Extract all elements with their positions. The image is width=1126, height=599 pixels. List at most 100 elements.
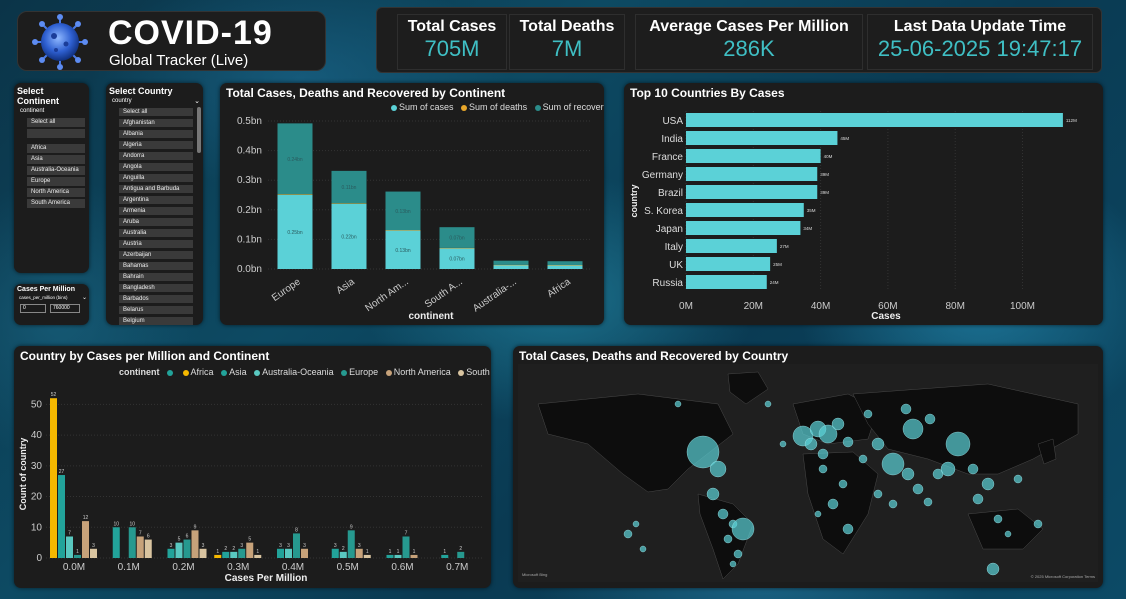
land-shape bbox=[1037, 438, 1057, 465]
kpi-label: Total Deaths bbox=[519, 18, 615, 35]
x-tick-label: 0.5M bbox=[337, 562, 359, 573]
y-tick-label: 50 bbox=[31, 399, 43, 410]
chevron-down-icon[interactable]: ⌄ bbox=[194, 98, 200, 105]
bar-australia-oceania bbox=[175, 542, 183, 558]
legend-label: Sum of cases bbox=[399, 102, 454, 112]
country-option[interactable]: Anguilla bbox=[119, 174, 193, 182]
data-label: 2 bbox=[224, 546, 227, 552]
x-tick-label: 100M bbox=[1010, 301, 1035, 312]
world-map[interactable] bbox=[518, 364, 1098, 582]
kpi-bar: Total Cases 705M Total Deaths 7M Average… bbox=[376, 7, 1102, 73]
data-label: 39M bbox=[820, 190, 829, 195]
slicer-title: Cases Per Million bbox=[17, 286, 75, 293]
kpi-total-deaths: Total Deaths 7M bbox=[509, 14, 625, 70]
data-label: 0.22bn bbox=[341, 234, 357, 240]
chevron-down-icon[interactable]: ⌄ bbox=[82, 295, 88, 301]
bar-north-america bbox=[136, 536, 144, 558]
country-bubble bbox=[842, 523, 854, 535]
data-label: 1 bbox=[389, 549, 392, 555]
country-option[interactable]: Select all bbox=[119, 108, 193, 116]
country-option[interactable]: Armenia bbox=[119, 207, 193, 215]
country-option[interactable]: Argentina bbox=[119, 196, 193, 204]
country-option[interactable]: Afghanistan bbox=[119, 119, 193, 127]
country-option[interactable]: Bahrain bbox=[119, 273, 193, 281]
y-tick-label: 10 bbox=[31, 522, 43, 533]
scrollbar[interactable] bbox=[197, 107, 201, 153]
y-tick-label: Russia bbox=[652, 278, 683, 289]
slicer-dropdown[interactable]: country ⌄ bbox=[112, 98, 200, 105]
bar-europe bbox=[183, 539, 191, 558]
country-bubble bbox=[729, 560, 737, 568]
country-bubble bbox=[838, 479, 848, 489]
legend-dot bbox=[458, 369, 465, 376]
bar-sum-of-cases bbox=[547, 265, 583, 269]
y-tick-label: India bbox=[661, 134, 683, 145]
continent-option[interactable]: North America bbox=[27, 188, 85, 197]
country-option[interactable]: Andorra bbox=[119, 152, 193, 160]
country-bubble bbox=[827, 498, 839, 510]
land-shape bbox=[967, 508, 1044, 550]
bar-south-america bbox=[254, 554, 262, 558]
range-max-input[interactable]: 760000 bbox=[50, 304, 80, 313]
bar-europe bbox=[457, 551, 465, 558]
bar-africa bbox=[50, 398, 57, 558]
x-tick-label: Asia bbox=[334, 276, 357, 296]
slicer-title: Select Country bbox=[109, 86, 173, 96]
y-tick-label: France bbox=[652, 152, 684, 163]
country-option[interactable]: Bangladesh bbox=[119, 284, 193, 292]
legend-dot bbox=[182, 369, 189, 376]
country-bubble bbox=[924, 413, 936, 425]
land-shape bbox=[802, 451, 879, 555]
data-label: 2 bbox=[459, 546, 462, 552]
top-countries-bar-chart: 0M 20M 40M 60M 80M 100M USA 112M India 45M France 4… bbox=[629, 111, 1077, 322]
data-label: 5 bbox=[248, 537, 251, 543]
bar-europe bbox=[347, 530, 355, 558]
bar-north-america bbox=[191, 530, 199, 558]
country-option[interactable]: Australia bbox=[119, 229, 193, 237]
data-label: 2 bbox=[342, 546, 345, 552]
country-option[interactable]: Angola bbox=[119, 163, 193, 171]
country-bubble bbox=[1004, 530, 1012, 538]
continent-option[interactable]: Australia-Oceania bbox=[27, 166, 85, 175]
continent-option[interactable]: Asia bbox=[27, 155, 85, 164]
country-option[interactable]: Albania bbox=[119, 130, 193, 138]
y-tick-label: Brazil bbox=[658, 188, 683, 199]
range-min-input[interactable]: 0 bbox=[20, 304, 46, 313]
legend-label: North America bbox=[393, 367, 451, 377]
country-option[interactable]: Belarus bbox=[119, 306, 193, 314]
country-option[interactable]: Belgium bbox=[119, 317, 193, 325]
country-option[interactable]: Aruba bbox=[119, 218, 193, 226]
kpi-value: 25-06-2025 19:47:17 bbox=[877, 36, 1083, 61]
x-tick-label: Europe bbox=[270, 276, 303, 304]
country-option[interactable]: Algeria bbox=[119, 141, 193, 149]
map-attribution: © 2025 Microsoft Corporation Terms bbox=[1030, 574, 1095, 579]
data-label: 6 bbox=[147, 534, 150, 540]
continent-option[interactable] bbox=[27, 129, 85, 138]
country-option[interactable]: Barbados bbox=[119, 295, 193, 303]
y-tick-label: 0.4bn bbox=[237, 146, 262, 157]
data-label: 9 bbox=[194, 524, 197, 530]
legend-dot bbox=[341, 369, 348, 376]
data-label: 52 bbox=[51, 392, 57, 398]
country-option[interactable]: Azerbaijan bbox=[119, 251, 193, 259]
continent-option[interactable]: Europe bbox=[27, 177, 85, 186]
country-option[interactable]: Austria bbox=[119, 240, 193, 248]
bar-australia-oceania bbox=[339, 551, 347, 558]
cases-per-million-slicer: Cases Per Million cases_per_million (bin… bbox=[14, 284, 89, 325]
legend-dot bbox=[221, 369, 228, 376]
continent-list: Select all Africa Asia Australia-Oceania Eur… bbox=[27, 116, 85, 210]
data-label: 0.24bn bbox=[287, 157, 303, 163]
country-bubble bbox=[981, 477, 995, 491]
continent-option[interactable]: South America bbox=[27, 199, 85, 208]
country-bubble bbox=[632, 520, 640, 528]
data-label: 5 bbox=[178, 537, 181, 543]
country-bubble bbox=[858, 454, 868, 464]
data-label: 1 bbox=[216, 549, 219, 555]
country-option[interactable]: Antigua and Barbuda bbox=[119, 185, 193, 193]
kpi-total-cases: Total Cases 705M bbox=[397, 14, 507, 70]
x-tick-label: 60M bbox=[878, 301, 897, 312]
continent-option[interactable]: Select all bbox=[27, 118, 85, 127]
country-option[interactable]: Bahamas bbox=[119, 262, 193, 270]
x-tick-label: Australia-... bbox=[471, 276, 519, 314]
continent-option[interactable]: Africa bbox=[27, 144, 85, 153]
